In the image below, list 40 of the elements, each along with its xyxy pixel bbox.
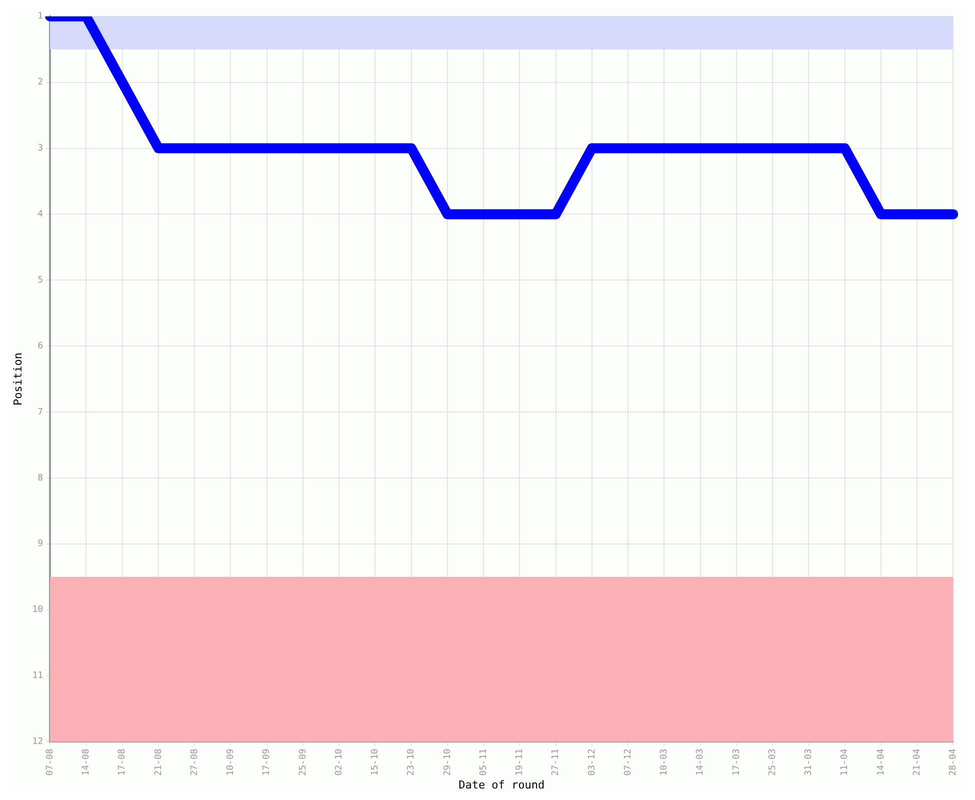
x-tick-label: 31-03	[804, 748, 814, 776]
y-tick-label: 11	[32, 671, 44, 682]
y-tick-label: 12	[32, 737, 44, 748]
y-tick-label: 10	[32, 605, 44, 616]
y-tick-label: 7	[38, 407, 44, 418]
x-tick-label: 21-04	[912, 748, 922, 776]
y-tick-label: 6	[38, 341, 44, 352]
x-tick-label: 14-04	[876, 748, 886, 776]
y-tick-label: 5	[38, 275, 44, 286]
x-tick-label: 07-12	[623, 748, 634, 776]
x-tick-label: 03-12	[587, 748, 598, 776]
x-tick-label: 27-08	[190, 748, 200, 776]
x-tick-label: 07-08	[45, 748, 56, 776]
x-tick-label: 17-08	[118, 748, 128, 776]
y-tick-label: 8	[38, 473, 44, 484]
y-tick-label: 4	[38, 210, 44, 220]
x-tick-label: 17-09	[262, 748, 272, 776]
x-tick-label: 21-08	[154, 748, 164, 776]
x-tick-label: 10-09	[226, 748, 236, 776]
x-tick-label: 11-04	[840, 748, 850, 776]
x-tick-label: 17-03	[732, 748, 742, 776]
x-tick-label: 14-03	[696, 748, 706, 776]
x-axis-title: Date of round	[458, 778, 545, 792]
x-tick-label: 27-11	[551, 748, 562, 776]
x-tick-label: 23-10	[406, 748, 417, 776]
y-tick-label: 2	[38, 78, 44, 88]
y-tick-label: 9	[38, 539, 44, 550]
x-tick-label: 10-03	[660, 748, 670, 776]
y-tick-label: 3	[38, 144, 44, 154]
x-tick-label: 02-10	[334, 748, 344, 776]
x-tick-label: 28-04	[948, 748, 959, 776]
x-tick-label: 25-09	[298, 748, 308, 776]
y-tick-label: 1	[38, 12, 44, 22]
x-tick-label: 19-11	[515, 748, 526, 776]
x-tick-label: 15-10	[370, 748, 381, 776]
x-tick-label: 29-10	[442, 748, 453, 776]
x-tick-label: 05-11	[478, 748, 489, 776]
x-tick-label: 14-08	[82, 748, 92, 776]
x-tick-label: 25-03	[768, 748, 778, 776]
y-axis-title: Position	[11, 352, 24, 406]
